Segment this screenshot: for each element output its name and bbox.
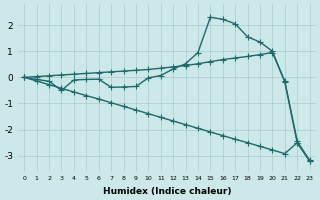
X-axis label: Humidex (Indice chaleur): Humidex (Indice chaleur) bbox=[103, 187, 231, 196]
